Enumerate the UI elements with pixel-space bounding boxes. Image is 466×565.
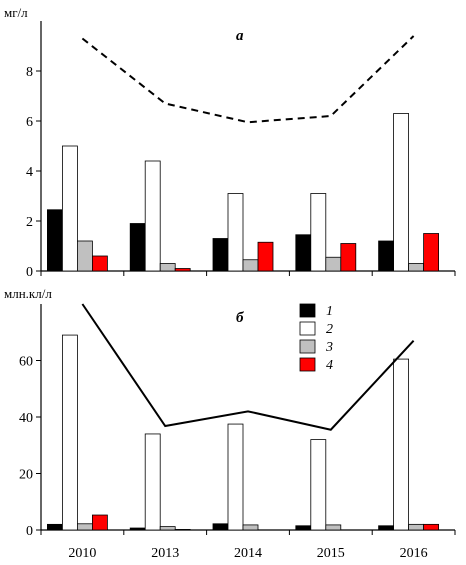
bar-series-2-2013	[144, 433, 161, 531]
x-tick-label: 2016	[400, 546, 428, 561]
bar-series-2-2013	[144, 160, 161, 272]
bar-series-3-2010	[77, 523, 93, 531]
legend-label-4: 4	[326, 358, 333, 373]
legend-label-2: 2	[326, 322, 333, 337]
panel-b-label: б	[236, 310, 244, 326]
legend-label-3: 3	[325, 340, 333, 355]
panel-b-ylabel: млн.кл/л	[4, 286, 52, 301]
bar-series-4-2013	[174, 529, 191, 531]
bar-series-1-2010	[47, 209, 63, 272]
y-tick-label: 0	[26, 524, 33, 539]
bar-series-2-2014	[227, 423, 244, 531]
bar-series-1-2016	[378, 240, 395, 272]
bar-series-2-2016	[393, 358, 410, 531]
bar-series-3-2013	[159, 526, 176, 531]
bar-series-4-2010	[92, 255, 108, 272]
bar-series-1-2013	[129, 223, 146, 272]
bar-series-3-2014	[242, 259, 259, 272]
legend-swatch-4	[299, 357, 316, 372]
bar-series-3-2015	[325, 256, 342, 272]
bar-series-4-2014	[257, 241, 274, 272]
bar-series-1-2016	[378, 525, 395, 531]
y-tick-label: 20	[19, 468, 33, 483]
legend-label-1: 1	[326, 304, 333, 319]
bar-series-1-2015	[295, 525, 312, 531]
y-tick-label: 4	[26, 165, 33, 180]
panel-a-label: а	[236, 28, 244, 44]
bar-series-3-2014	[242, 524, 259, 531]
bar-series-3-2010	[77, 240, 93, 272]
bar-series-4-2016	[423, 523, 440, 531]
trend-line	[81, 35, 415, 124]
x-tick-label: 2013	[151, 546, 179, 561]
bar-series-4-2015	[340, 243, 357, 272]
trend-line	[81, 303, 415, 431]
bar-series-1-2014	[212, 238, 229, 272]
bar-series-2-2015	[310, 193, 327, 272]
bar-series-1-2015	[295, 234, 312, 272]
legend-swatch-3	[299, 339, 316, 354]
y-tick-label: 40	[19, 411, 33, 426]
panel-b: млн.кл/л б 1 2 3 4 0 20 40 60 2010 2013 2014 2015 2…	[4, 286, 456, 561]
y-tick-label: 60	[19, 355, 33, 370]
bar-series-3-2016	[408, 523, 425, 531]
y-tick-label: 0	[26, 265, 33, 280]
bar-series-2-2010	[62, 145, 78, 272]
x-tick-label: 2010	[68, 546, 96, 561]
y-tick-label: 6	[26, 115, 33, 130]
bar-series-2-2015	[310, 439, 327, 531]
bar-series-4-2016	[423, 233, 440, 272]
panel-a: мг/л а 0 2 4 6 8	[4, 5, 456, 280]
bar-series-3-2015	[325, 524, 342, 531]
legend-swatch-1	[299, 303, 316, 318]
bar-series-1-2010	[47, 523, 63, 531]
bar-series-2-2014	[227, 193, 244, 272]
legend: 1 2 3 4	[299, 303, 333, 373]
y-tick-label: 2	[26, 215, 33, 230]
x-tick-label: 2015	[317, 546, 345, 561]
legend-swatch-2	[299, 321, 316, 336]
bar-series-4-2010	[92, 514, 108, 531]
bar-series-2-2016	[393, 113, 410, 272]
bar-series-4-2013	[174, 268, 191, 272]
panel-a-ylabel: мг/л	[4, 5, 28, 20]
bar-series-3-2013	[159, 263, 176, 272]
bar-series-1-2013	[129, 527, 146, 531]
x-tick-label: 2014	[234, 546, 262, 561]
bar-series-2-2010	[62, 334, 78, 531]
bar-series-1-2014	[212, 523, 229, 531]
bar-series-3-2016	[408, 263, 425, 272]
y-tick-label: 8	[26, 65, 33, 80]
